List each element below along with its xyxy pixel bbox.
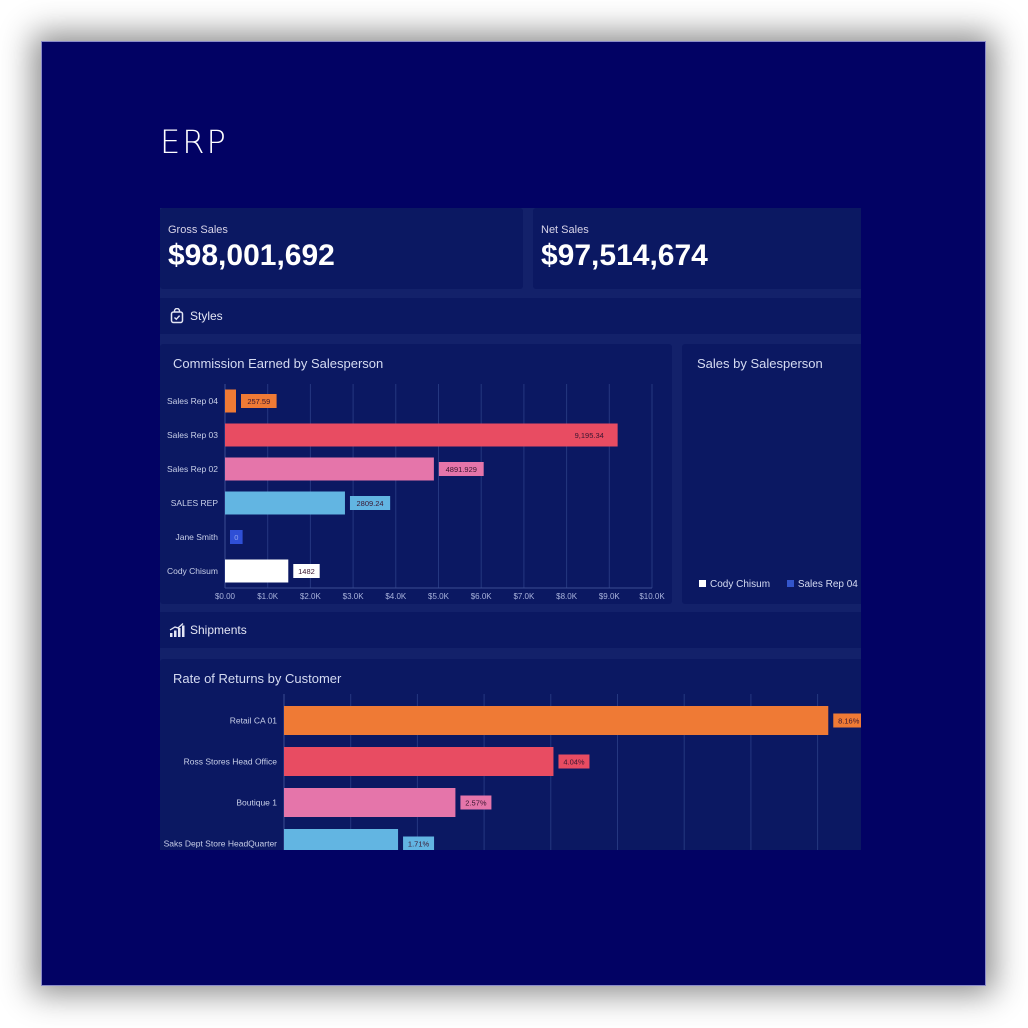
data-label-box xyxy=(349,496,391,510)
bar-chart-growth-icon xyxy=(169,623,185,637)
bar xyxy=(225,457,434,481)
data-label-box xyxy=(558,754,590,769)
returns-chart: Retail CA 01 8.16% Ross Stores Head Office… xyxy=(164,694,861,850)
chart-card-rate-of-returns[interactable]: Rate of Returns by Customer Retail CA 01… xyxy=(160,659,861,850)
chart-legend: Cody Chisum Sales Rep 04 xyxy=(699,579,861,590)
x-tick-label: $5.0K xyxy=(428,592,450,601)
data-label: 4.04% xyxy=(563,758,585,767)
y-category-label: SALES REP xyxy=(171,498,219,508)
kpi-value: $98,001,692 xyxy=(168,239,335,272)
data-label-box xyxy=(230,530,243,544)
bar xyxy=(225,559,289,583)
y-category-label: Cody Chisum xyxy=(167,566,218,576)
chart-card-commission[interactable]: Commission Earned by Salesperson $0.00 $1… xyxy=(160,344,672,604)
y-category-label: Sales Rep 04 xyxy=(167,396,218,406)
x-tick-label: $4.0K xyxy=(385,592,407,601)
y-category-label: Boutique 1 xyxy=(236,798,277,808)
data-label: 2.57% xyxy=(465,799,487,808)
x-tick-label: $6.0K xyxy=(471,592,493,601)
chart-title: Rate of Returns by Customer xyxy=(173,671,342,686)
data-label: 1.71% xyxy=(408,840,430,849)
dashboard-viewport[interactable]: Gross Sales $98,001,692 Net Sales $97,51… xyxy=(160,208,861,850)
commission-chart: $0.00 $1.0K $2.0K $3.0K $4.0K $5.0K $6.0K $7.0K… xyxy=(167,384,665,601)
bar xyxy=(284,747,554,776)
data-label-box xyxy=(566,428,612,442)
data-label: 1482 xyxy=(298,567,315,576)
bar xyxy=(284,829,399,850)
app-title: ERP xyxy=(160,123,228,161)
data-label-box xyxy=(403,836,435,850)
chart-title: Sales by Salesperson xyxy=(697,356,823,371)
bar xyxy=(225,389,236,413)
data-label-box xyxy=(460,795,492,810)
legend-label: Sales Rep 04 xyxy=(797,579,858,590)
x-tick-label: $7.0K xyxy=(513,592,535,601)
x-tick-label: $10.0K xyxy=(639,592,665,601)
x-tick-label: $3.0K xyxy=(343,592,365,601)
data-label-box xyxy=(240,394,277,408)
y-category-label: Sales Rep 03 xyxy=(167,430,218,440)
x-tick-label: $8.0K xyxy=(556,592,578,601)
data-label: 0 xyxy=(234,533,238,542)
x-tick-label: $9.0K xyxy=(599,592,621,601)
kpi-card-gross-sales[interactable]: Gross Sales $98,001,692 xyxy=(160,208,523,289)
data-label: 9,195.34 xyxy=(575,431,604,440)
y-category-label: Saks Dept Store HeadQuarter xyxy=(164,839,278,849)
section-header-shipments[interactable]: Shipments xyxy=(160,612,861,648)
y-category-label: Ross Stores Head Office xyxy=(184,757,278,767)
shopping-bag-check-icon xyxy=(170,308,184,324)
bar xyxy=(225,423,618,447)
data-label-box xyxy=(293,564,320,578)
data-label: 8.16% xyxy=(838,717,860,726)
data-label: 4891.929 xyxy=(446,465,477,474)
y-category-label: Jane Smith xyxy=(175,532,218,542)
data-label: 2809.24 xyxy=(356,499,383,508)
x-tick-label: $1.0K xyxy=(257,592,279,601)
x-tick-label: $0.00 xyxy=(215,592,236,601)
legend-label: Cody Chisum xyxy=(710,579,771,590)
chart-title: Commission Earned by Salesperson xyxy=(173,356,384,371)
data-label-box xyxy=(438,462,484,476)
data-label-box xyxy=(833,713,861,728)
legend-swatch xyxy=(699,580,706,587)
kpi-card-net-sales[interactable]: Net Sales $97,514,674 xyxy=(533,208,861,289)
section-label: Styles xyxy=(190,309,223,323)
y-category-label: Sales Rep 02 xyxy=(167,464,218,474)
bar xyxy=(284,706,829,735)
bar xyxy=(284,788,456,817)
kpi-value: $97,514,674 xyxy=(541,239,708,272)
section-header-styles[interactable]: Styles xyxy=(160,298,861,334)
x-tick-label: $2.0K xyxy=(300,592,322,601)
y-category-label: Retail CA 01 xyxy=(230,716,278,726)
data-label: 257.59 xyxy=(247,397,270,406)
legend-swatch xyxy=(786,580,794,587)
legend-item[interactable]: Sales Rep 04 xyxy=(786,579,858,590)
section-label: Shipments xyxy=(190,623,247,637)
kpi-label: Net Sales xyxy=(541,224,589,236)
kpi-label: Gross Sales xyxy=(168,224,228,236)
legend-item[interactable]: Cody Chisum xyxy=(699,579,770,590)
bar xyxy=(225,491,345,515)
chart-card-sales-by-salesperson[interactable]: Sales by Salesperson Cody Chisum Sales R… xyxy=(682,344,861,604)
